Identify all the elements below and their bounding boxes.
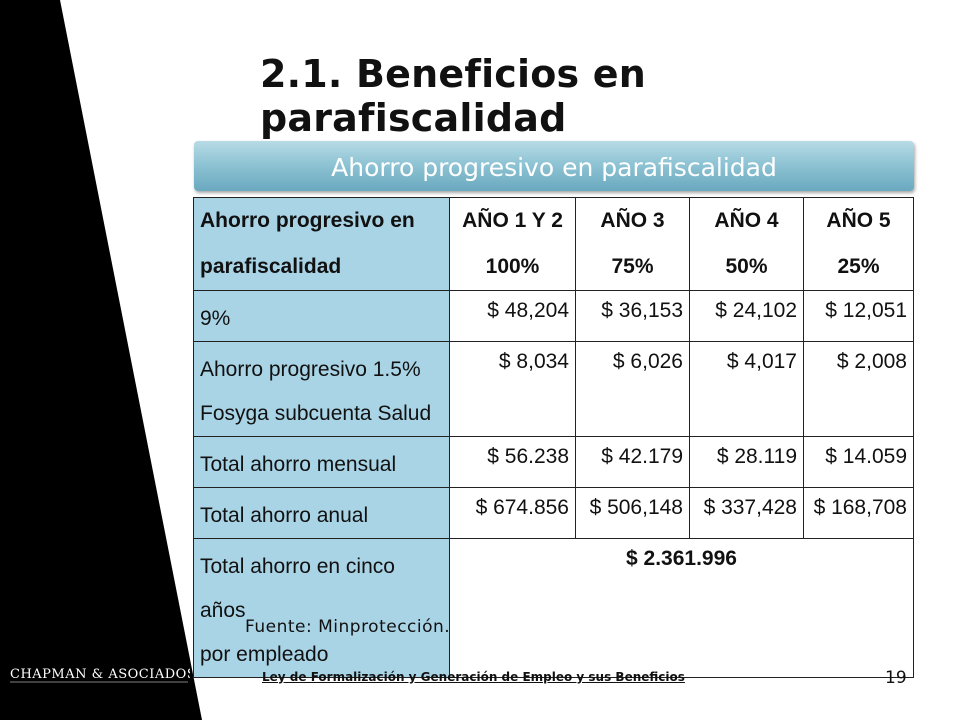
table-row-total: Total ahorro en cinco años por empleado … xyxy=(193,538,914,678)
value-cell: $ 48,204 xyxy=(449,290,576,342)
value-cell: $ 4,017 xyxy=(689,341,804,437)
value-cell: $ 2,008 xyxy=(803,341,914,437)
value-cell: $ 6,026 xyxy=(575,341,690,437)
value-cell: $ 24,102 xyxy=(689,290,804,342)
header-year-label: AÑO 1 Y 2 xyxy=(462,209,563,232)
page-number: 19 xyxy=(885,668,907,688)
value-cell: $ 12,051 xyxy=(803,290,914,342)
value-cell: $ 168,708 xyxy=(803,487,914,539)
row-label: Total ahorro en cinco años por empleado xyxy=(193,538,450,678)
five-year-total-cell: $ 2.361.996 xyxy=(449,538,914,678)
value-cell: $ 506,148 xyxy=(575,487,690,539)
table-row: Ahorro progresivo 1.5% Fosyga subcuenta … xyxy=(193,341,914,437)
row-label: 9% xyxy=(193,290,450,342)
header-year-label: AÑO 5 xyxy=(826,209,891,232)
header-year-4: AÑO 4 50% xyxy=(689,197,804,291)
row-label-line: Fosyga subcuenta Salud xyxy=(200,402,432,425)
table-row: 9% $ 48,204 $ 36,153 $ 24,102 $ 12,051 xyxy=(193,290,914,342)
header-year-1-2: AÑO 1 Y 2 100% xyxy=(449,197,576,291)
table-row: Total ahorro anual $ 674.856 $ 506,148 $… xyxy=(193,487,914,539)
value-cell: $ 42.179 xyxy=(575,436,690,488)
value-cell: $ 337,428 xyxy=(689,487,804,539)
header-year-label: AÑO 3 xyxy=(600,209,665,232)
savings-table-container: Ahorro progresivo en parafiscalidad AÑO … xyxy=(193,197,914,678)
logo-wordmark: CHAPMAN & ASOCIADOS xyxy=(10,667,190,682)
header-year-5: AÑO 5 25% xyxy=(803,197,914,291)
row-label-line: Ahorro progresivo 1.5% xyxy=(200,358,421,381)
header-label-line: parafiscalidad xyxy=(200,255,342,278)
row-label: Total ahorro anual xyxy=(193,487,450,539)
header-year-3: AÑO 3 75% xyxy=(575,197,690,291)
row-label-line: por empleado xyxy=(200,643,329,666)
source-note: Fuente: Minprotección. xyxy=(245,617,451,637)
footer-link[interactable]: Ley de Formalización y Generación de Emp… xyxy=(262,670,685,684)
logo-image: CHAPMAN & ASOCIADOS xyxy=(10,667,190,683)
value-cell: $ 28.119 xyxy=(689,436,804,488)
value-cell: $ 36,153 xyxy=(575,290,690,342)
table-banner: Ahorro progresivo en parafiscalidad xyxy=(194,141,914,191)
header-year-label: AÑO 4 xyxy=(714,209,779,232)
value-cell: $ 674.856 xyxy=(449,487,576,539)
header-year-percent: 75% xyxy=(611,255,654,278)
header-label-line: Ahorro progresivo en xyxy=(200,209,415,232)
table-row: Total ahorro mensual $ 56.238 $ 42.179 $… xyxy=(193,436,914,488)
value-cell: $ 14.059 xyxy=(803,436,914,488)
row-label: Total ahorro mensual xyxy=(193,436,450,488)
header-year-percent: 100% xyxy=(485,255,540,278)
value-cell: $ 56.238 xyxy=(449,436,576,488)
page-title: 2.1. Beneficios en parafiscalidad xyxy=(260,52,647,140)
header-year-percent: 50% xyxy=(725,255,768,278)
company-logo: CHAPMAN & ASOCIADOS xyxy=(10,648,190,698)
table-header-row: Ahorro progresivo en parafiscalidad AÑO … xyxy=(193,197,914,291)
row-label-line: Total ahorro en cinco años xyxy=(200,555,395,622)
value-cell: $ 8,034 xyxy=(449,341,576,437)
header-label-cell: Ahorro progresivo en parafiscalidad xyxy=(193,197,450,291)
savings-table: Ahorro progresivo en parafiscalidad AÑO … xyxy=(193,197,914,678)
header-year-percent: 25% xyxy=(837,255,880,278)
row-label: Ahorro progresivo 1.5% Fosyga subcuenta … xyxy=(193,341,450,437)
